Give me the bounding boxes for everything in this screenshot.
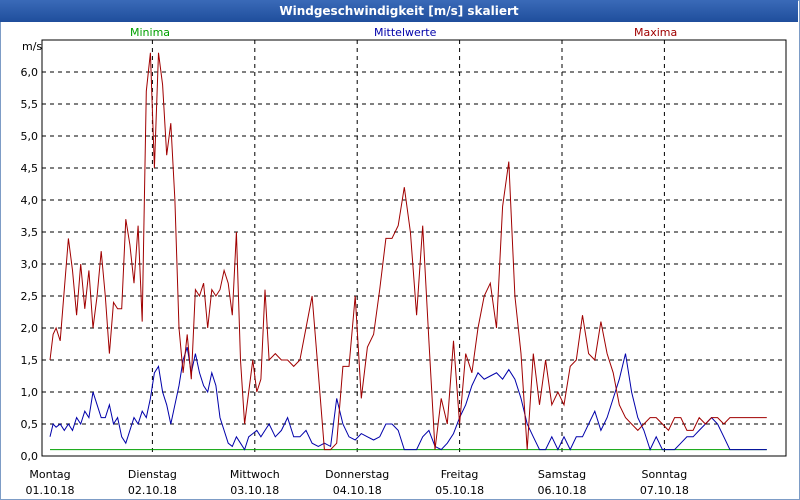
series-layer <box>49 52 767 451</box>
x-tick-date: 05.10.18 <box>435 484 484 497</box>
x-tick-day: Montag <box>29 468 70 481</box>
y-tick-label: 6,0 <box>21 66 39 79</box>
x-tick-date: 07.10.18 <box>640 484 689 497</box>
x-tick-day: Dienstag <box>128 468 177 481</box>
x-tick-date: 01.10.18 <box>26 484 75 497</box>
x-tick-day: Donnerstag <box>325 468 389 481</box>
y-tick-label: 3,0 <box>21 258 39 271</box>
y-tick-label: 5,5 <box>21 98 39 111</box>
x-tick-day: Samstag <box>538 468 586 481</box>
x-tick-day: Sonntag <box>642 468 688 481</box>
y-tick-label: 4,0 <box>21 194 39 207</box>
legend-minima: Minima <box>130 26 170 39</box>
window-title: Windgeschwindigkeit [m/s] skaliert <box>0 0 798 22</box>
series-line-maxima <box>49 52 767 451</box>
plot-border <box>41 39 787 457</box>
y-axis-unit: m/s <box>22 40 42 53</box>
y-tick-label: 2,5 <box>21 290 39 303</box>
y-tick-labels: 0,0 0,5 1,0 1,5 2,0 2,5 3,0 3,5 4,0 4,5 5,0 5,5 6,0 <box>21 66 39 463</box>
y-tick-label: 0,5 <box>21 418 39 431</box>
grid <box>42 40 786 456</box>
y-tick-label: 2,0 <box>21 322 39 335</box>
y-tick-label: 1,5 <box>21 354 39 367</box>
x-tick-date: 03.10.18 <box>230 484 279 497</box>
legend-mittelwerte: Mittelwerte <box>374 26 437 39</box>
y-tick-label: 0,0 <box>21 450 39 463</box>
legend-maxima: Maxima <box>634 26 677 39</box>
y-tick-label: 4,5 <box>21 162 39 175</box>
x-tick-day: Mittwoch <box>230 468 280 481</box>
x-tick-date: 02.10.18 <box>128 484 177 497</box>
y-tick-label: 1,0 <box>21 386 39 399</box>
x-tick-day: Freitag <box>441 468 479 481</box>
series-line-mittelwerte <box>49 347 767 451</box>
y-tick-label: 5,0 <box>21 130 39 143</box>
x-tick-labels: Montag 01.10.18 Dienstag 02.10.18 Mittwoch 03… <box>26 468 689 497</box>
x-tick-date: 06.10.18 <box>538 484 587 497</box>
x-tick-date: 04.10.18 <box>333 484 382 497</box>
y-tick-label: 3,5 <box>21 226 39 239</box>
